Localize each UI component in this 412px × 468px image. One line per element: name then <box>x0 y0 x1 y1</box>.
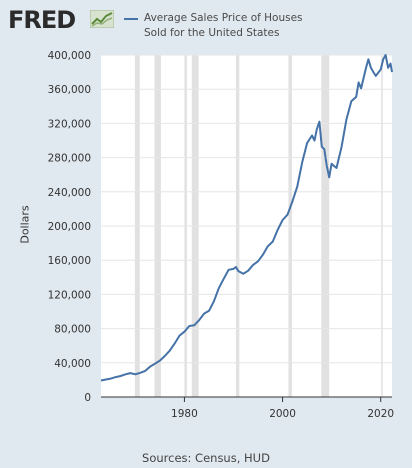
y-tick-label: 280,000 <box>48 153 91 165</box>
source-note: Sources: Census, HUD <box>142 451 270 465</box>
x-tick-label: 2020 <box>367 408 394 420</box>
x-tick-label: 1980 <box>171 408 198 420</box>
legend-swatch <box>124 18 138 20</box>
legend-label-line2: Sold for the United States <box>144 27 280 39</box>
y-tick-label: 160,000 <box>48 255 91 267</box>
line-chart-icon <box>90 10 114 28</box>
y-tick-label: 400,000 <box>48 50 91 62</box>
y-tick-label: 120,000 <box>48 289 91 301</box>
y-tick-label: 360,000 <box>48 84 91 96</box>
fred-logo: FRED <box>8 6 76 34</box>
y-tick-label: 320,000 <box>48 118 91 130</box>
x-tick-label: 2000 <box>269 408 296 420</box>
legend-label: Average Sales Price of Houses Sold for t… <box>144 11 364 41</box>
series-line <box>100 54 393 382</box>
y-tick-label: 0 <box>84 392 91 404</box>
y-tick-label: 80,000 <box>54 324 91 336</box>
y-tick-label: 40,000 <box>54 358 91 370</box>
y-tick-label: 200,000 <box>48 221 91 233</box>
legend-label-line1: Average Sales Price of Houses <box>144 12 303 24</box>
y-tick-label: 240,000 <box>48 187 91 199</box>
